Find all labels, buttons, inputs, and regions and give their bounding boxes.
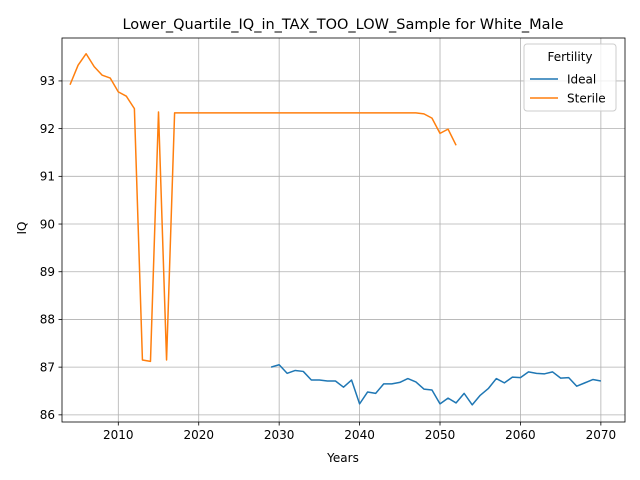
legend-entries: Ideal Sterile [530, 72, 606, 105]
y-tick-label: 93 [40, 74, 55, 88]
legend-box [523, 43, 617, 112]
plot-area-frame [61, 37, 626, 423]
x-tick-label: 2070 [586, 428, 617, 442]
x-tick-label: 2020 [183, 428, 214, 442]
x-tick-label: 2040 [344, 428, 375, 442]
series-line-sterile [69, 52, 457, 363]
series-lines [69, 52, 602, 406]
legend-title: Fertility [547, 50, 592, 64]
x-tick-label: 2050 [425, 428, 456, 442]
legend-label-sterile: Sterile [567, 91, 606, 105]
y-axis-title: IQ [15, 222, 29, 235]
y-tick-label: 88 [40, 313, 55, 327]
grid [62, 38, 625, 422]
y-tick-label: 92 [40, 122, 55, 136]
y-tick-label: 89 [40, 265, 55, 279]
legend: Fertility Ideal Sterile [523, 43, 617, 112]
legend-label-ideal: Ideal [567, 72, 596, 86]
x-axis-ticks: 2010 2020 2030 2040 2050 2060 2070 [103, 422, 616, 442]
y-tick-label: 86 [40, 408, 55, 422]
x-axis-title: Years [326, 451, 359, 465]
chart-title: Lower_Quartile_IQ_in_TAX_TOO_LOW_Sample … [122, 17, 563, 33]
y-tick-label: 91 [40, 170, 55, 184]
series-line-ideal [270, 364, 602, 406]
x-tick-label: 2030 [264, 428, 295, 442]
x-tick-label: 2010 [103, 428, 134, 442]
x-tick-label: 2060 [505, 428, 536, 442]
y-axis-ticks: 86 87 88 89 90 91 92 93 [40, 74, 62, 422]
y-tick-label: 87 [40, 360, 55, 374]
y-tick-label: 90 [40, 217, 55, 231]
